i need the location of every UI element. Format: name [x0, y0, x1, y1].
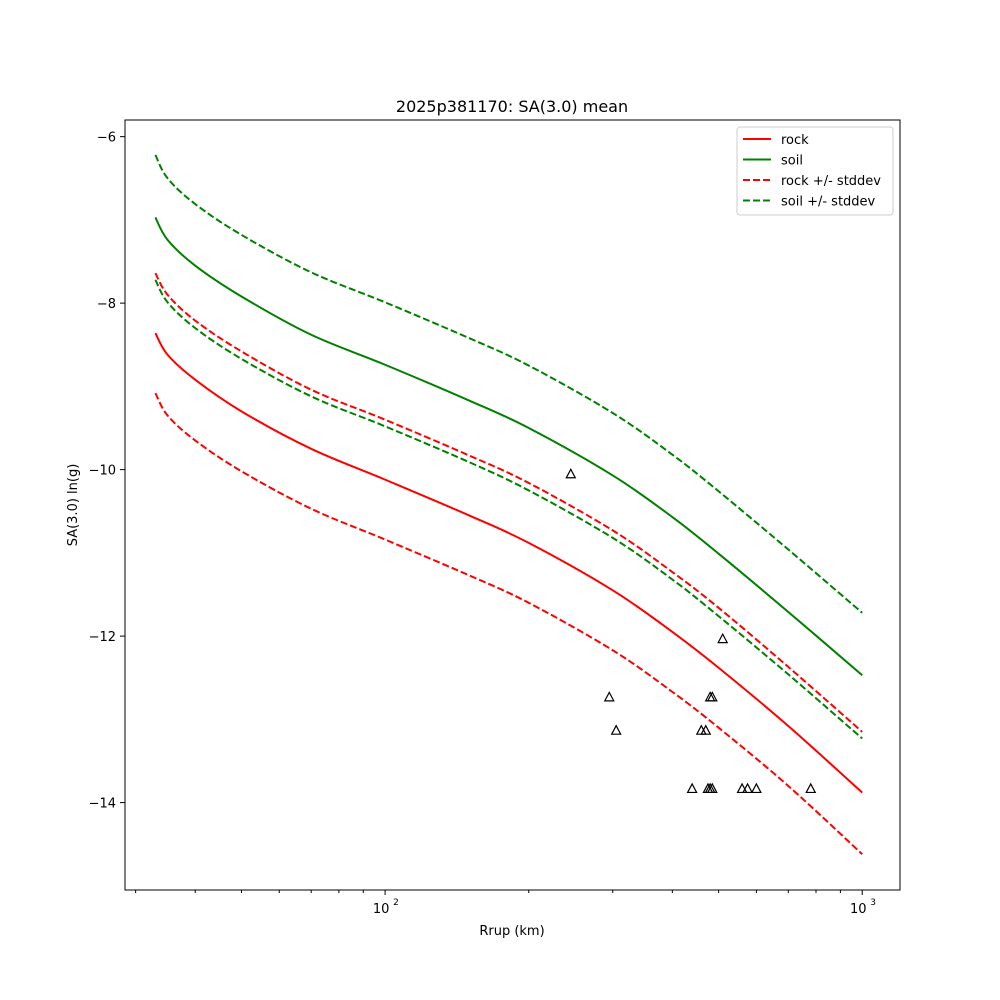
x-axis-label: Rrup (km) [479, 924, 544, 939]
observation-marker [610, 724, 622, 735]
y-tick-label: −6 [97, 131, 116, 146]
chart-title: 2025p381170: SA(3.0) mean [396, 97, 628, 116]
observation-marker [603, 691, 615, 702]
plot-area [124, 119, 901, 891]
y-tick-label: −10 [89, 464, 116, 479]
x-tick-label: 10 [373, 902, 390, 917]
legend-label: rock [781, 133, 809, 148]
observations-layer [565, 468, 817, 794]
observation-marker [565, 468, 577, 479]
legend-box [736, 126, 894, 216]
observation-marker [686, 782, 698, 794]
legend-label: rock +/- stddev [781, 174, 881, 189]
legend: rock soil rock +/- stddev soil +/- stddev [736, 126, 894, 216]
series-layer [154, 154, 863, 855]
y-tick-label: −8 [97, 297, 116, 312]
y-axis-label: SA(3.0) ln(g) [66, 464, 81, 547]
series-line-5 [154, 279, 863, 740]
series-line-1 [154, 216, 863, 676]
series-line-3 [154, 392, 863, 855]
x-tick-label-exponent: 2 [393, 898, 399, 908]
plot-frame [124, 119, 901, 891]
legend-label: soil +/- stddev [781, 195, 876, 210]
series-line-4 [154, 154, 863, 614]
observation-marker [706, 782, 718, 794]
observation-marker [742, 782, 754, 794]
series-line-0 [154, 332, 863, 794]
observation-marker [736, 782, 748, 794]
y-tick-label: −14 [89, 797, 116, 812]
observation-marker [706, 691, 718, 702]
observation-marker [805, 782, 817, 794]
observation-marker [750, 782, 762, 794]
observation-marker [700, 724, 712, 735]
x-tick-label: 10 [850, 902, 867, 917]
observation-marker [717, 632, 729, 644]
x-tick-label-exponent: 3 [870, 898, 876, 908]
legend-label: soil [781, 154, 803, 169]
y-tick-label: −12 [89, 630, 116, 645]
y-axis: −6 −8 −10 −12 −14 [89, 131, 125, 812]
series-line-2 [154, 272, 863, 733]
x-axis: 10 2 10 3 [135, 890, 876, 917]
